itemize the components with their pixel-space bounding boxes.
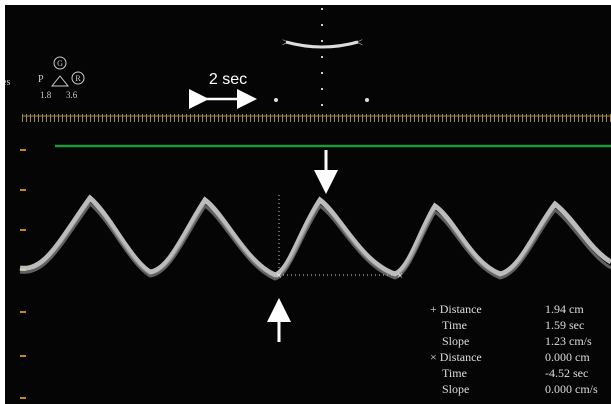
measurement-label: Slope [442,382,469,396]
measurement-label: Slope [442,334,469,348]
measurement-value: 0.000 cm/s [545,382,598,396]
ultrasound-screen: > < es P G R 1.8 3.6 2 sec [0,0,611,404]
dot [365,98,369,102]
measurement-value: 1.23 cm/s [545,334,592,348]
caliper-x: × [276,270,282,282]
measurement-value: -4.52 sec [545,366,588,380]
scale-label: 2 sec [209,71,247,88]
probe-mark: > [282,35,289,49]
measurement-label: Time [442,318,467,332]
measurement-value: 0.000 cm [545,350,590,364]
probe-mark: < [356,35,363,49]
caliper-x: × [397,270,403,282]
r-label: R [75,74,81,83]
measurement-label: + Distance [430,302,482,316]
g-label: G [57,59,63,68]
dot [274,98,278,102]
depth-2: 3.6 [66,90,78,100]
depth-1: 1.8 [40,90,52,100]
measurement-value: 1.59 sec [545,318,584,332]
measurement-label: Time [442,366,467,380]
edge-text: es [2,77,10,88]
measurement-label: × Distance [430,350,482,364]
measurement-value: 1.94 cm [545,302,584,316]
p-label: P [38,74,44,85]
